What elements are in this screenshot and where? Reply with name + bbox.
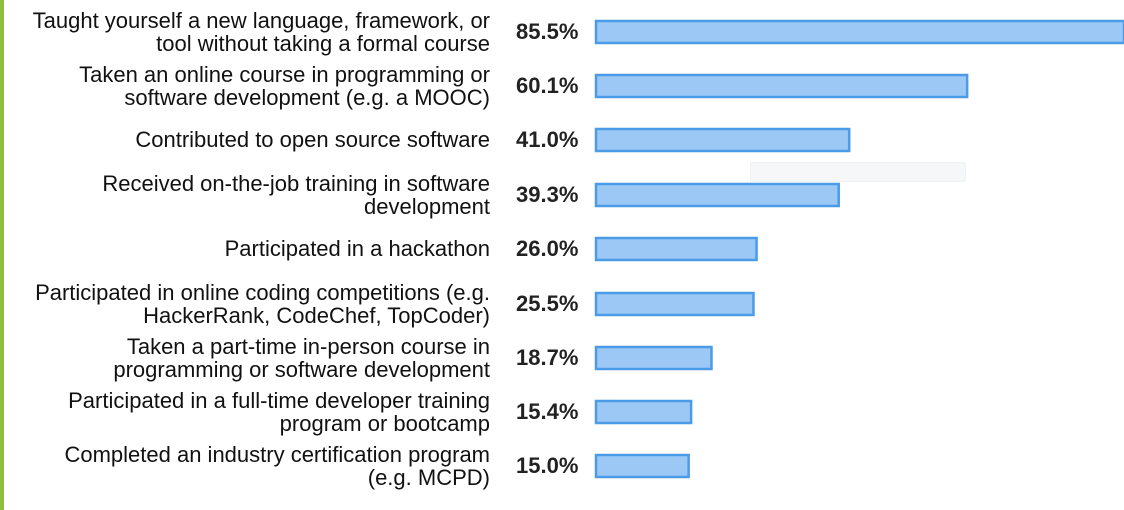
category-label: Participated in a full-time developer tr… xyxy=(68,388,490,436)
category-label: Taken a part-time in-person course in pro… xyxy=(113,334,490,382)
bar xyxy=(594,345,713,371)
chart-frame: 85.5% Taught yourself a new language, fra… xyxy=(4,0,1124,510)
value-label: 60.1% xyxy=(516,73,578,98)
category-label: Taught yourself a new language, framewor… xyxy=(33,8,490,56)
category-label: Participated in online coding competitio… xyxy=(35,280,490,328)
bar xyxy=(594,19,1124,45)
value-label: 15.0% xyxy=(516,453,578,478)
bar xyxy=(594,453,690,479)
bar xyxy=(594,127,851,153)
category-label: Received on-the-job training in software… xyxy=(102,171,490,219)
bar xyxy=(594,399,693,425)
category-label-line: tool without taking a formal course xyxy=(156,31,490,56)
value-label: 26.0% xyxy=(516,236,578,261)
category-label: Completed an industry certification prog… xyxy=(64,442,490,490)
bar xyxy=(594,236,758,262)
category-label: Participated in a hackathon xyxy=(225,236,490,261)
category-label-line: Contributed to open source software xyxy=(135,127,490,152)
category-label-line: Participated in online coding competitio… xyxy=(35,280,490,305)
value-label: 25.5% xyxy=(516,291,578,316)
category-label-line: Taken an online course in programming or xyxy=(79,62,490,87)
category-label-line: Received on-the-job training in software xyxy=(102,171,490,196)
category-label-line: program or bootcamp xyxy=(280,411,490,436)
value-label: 85.5% xyxy=(516,19,578,44)
bar xyxy=(594,291,755,317)
bar xyxy=(594,73,969,99)
value-label: 41.0% xyxy=(516,127,578,152)
category-label: Contributed to open source software xyxy=(135,127,490,152)
value-label: 18.7% xyxy=(516,345,578,370)
category-label-line: software development (e.g. a MOOC) xyxy=(124,85,490,110)
category-label-line: HackerRank, CodeChef, TopCoder) xyxy=(143,303,490,328)
category-label-line: Participated in a hackathon xyxy=(225,236,490,261)
category-label: Taken an online course in programming or… xyxy=(79,62,490,110)
category-label-line: development xyxy=(364,194,490,219)
bar xyxy=(594,182,840,208)
category-label-line: Taken a part-time in-person course in xyxy=(127,334,490,359)
bar-chart: 85.5% Taught yourself a new language, fra… xyxy=(33,8,1124,490)
category-label-line: Completed an industry certification prog… xyxy=(64,442,490,467)
value-label: 15.4% xyxy=(516,399,578,424)
category-label-line: programming or software development xyxy=(113,357,490,382)
value-label: 39.3% xyxy=(516,182,578,207)
category-label-line: Participated in a full-time developer tr… xyxy=(68,388,490,413)
category-label-line: (e.g. MCPD) xyxy=(368,465,490,490)
category-label-line: Taught yourself a new language, framewor… xyxy=(33,8,490,33)
faded-tooltip xyxy=(750,162,966,182)
